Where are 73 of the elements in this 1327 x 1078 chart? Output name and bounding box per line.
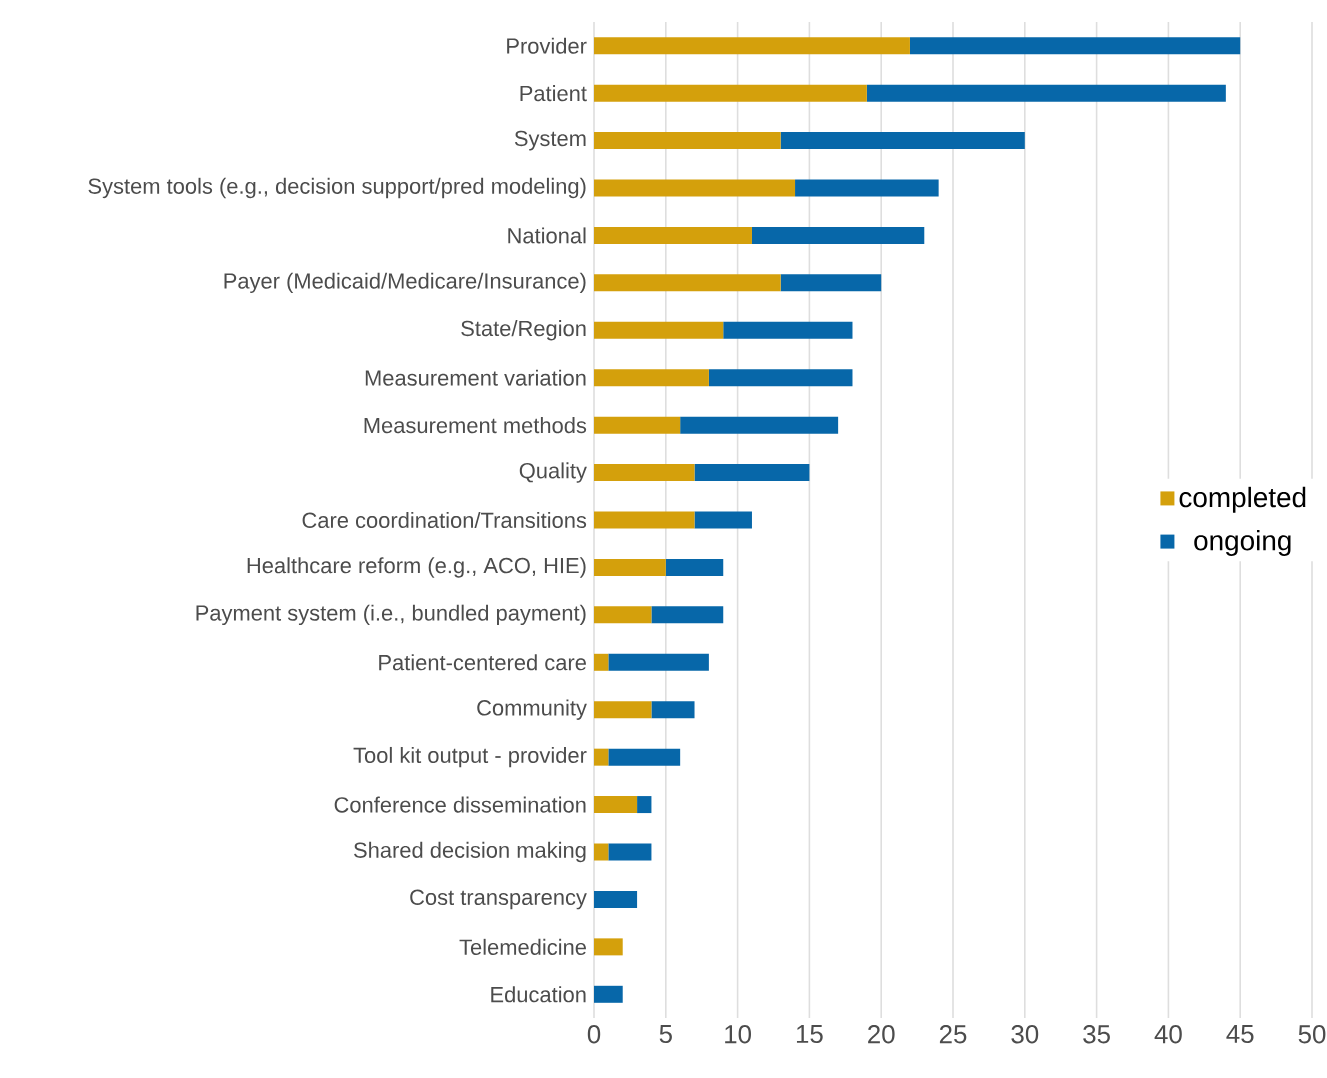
y-tick-label: Healthcare reform (e.g., ACO, HIE) [247, 557, 586, 578]
bar [608, 843, 652, 861]
bar [594, 653, 609, 671]
bar [594, 37, 910, 55]
y-tick-label: Tool kit output - provider [353, 746, 587, 768]
bar [594, 558, 666, 576]
bar [594, 511, 695, 529]
y-tick-label: Payer (Medicaid/Medicare/Insurance) [224, 272, 586, 294]
y-tick-label: Community [477, 699, 587, 720]
x-tick-label: 5 [659, 1025, 672, 1044]
bar [708, 369, 853, 387]
bar [594, 701, 652, 719]
bar [594, 748, 609, 766]
x-tick-label: 15 [796, 1025, 823, 1044]
bar [608, 653, 709, 671]
legend-label: ongoing [1194, 529, 1291, 556]
bar [594, 606, 652, 624]
y-tick-label: National [508, 227, 586, 244]
x-tick-label: 20 [868, 1025, 895, 1044]
y-tick-label: Patient [520, 85, 587, 102]
y-tick-label: Measurement methods [364, 417, 587, 434]
bar [594, 890, 638, 908]
bar [694, 511, 752, 529]
bar [651, 606, 724, 624]
y-tick-label: System tools (e.g., decision support/pred modeling) [88, 177, 586, 199]
bar [594, 274, 781, 292]
x-tick-label: 25 [939, 1025, 967, 1044]
bar [608, 748, 681, 766]
y-tick-label: Cost transparency [410, 889, 587, 910]
bar [680, 416, 839, 434]
x-tick-label: 35 [1083, 1025, 1110, 1044]
y-tick-label: Telemedicine [459, 938, 586, 955]
y-tick-label: Patient-centered care [379, 654, 586, 671]
y-tick-label: Provider [507, 37, 587, 54]
bar [723, 321, 853, 339]
y-tick-label: Conference dissemination [334, 796, 586, 813]
bar [866, 84, 1226, 102]
bar [594, 938, 623, 956]
bar [751, 226, 925, 244]
bar [594, 416, 681, 434]
bar [780, 274, 882, 292]
bar [665, 558, 724, 576]
y-tick-label: Education [491, 986, 586, 1003]
bar [594, 179, 796, 197]
bar [594, 84, 867, 102]
x-tick-label: 0 [587, 1025, 601, 1044]
y-tick-label: Payment system (i.e., bundled payment) [196, 604, 586, 626]
y-tick-label: Care coordination/Transitions [302, 511, 587, 529]
bar [637, 796, 652, 814]
bar [694, 464, 810, 482]
y-tick-label: Quality [519, 462, 587, 483]
x-tick-label: 50 [1298, 1025, 1326, 1044]
x-tick-label: 40 [1154, 1025, 1182, 1044]
bar [780, 132, 1025, 150]
y-tick-label: State/Region [461, 320, 586, 341]
y-tick-label: Shared decision making [354, 841, 586, 863]
legend-label: completed [1179, 486, 1306, 513]
bar [594, 843, 609, 861]
x-tick-label: 30 [1011, 1025, 1039, 1044]
bar [594, 132, 781, 150]
x-tick-label: 10 [725, 1025, 751, 1044]
bar [594, 796, 638, 814]
bar [594, 464, 695, 482]
bar [594, 321, 724, 339]
bar [594, 369, 709, 387]
bar [909, 37, 1241, 55]
bar [651, 701, 695, 719]
y-tick-label: System [514, 130, 586, 151]
bar [594, 985, 623, 1003]
bar [594, 226, 752, 244]
y-tick-label: Measurement variation [365, 369, 586, 386]
bar [795, 179, 939, 197]
x-tick-label: 45 [1226, 1025, 1254, 1044]
